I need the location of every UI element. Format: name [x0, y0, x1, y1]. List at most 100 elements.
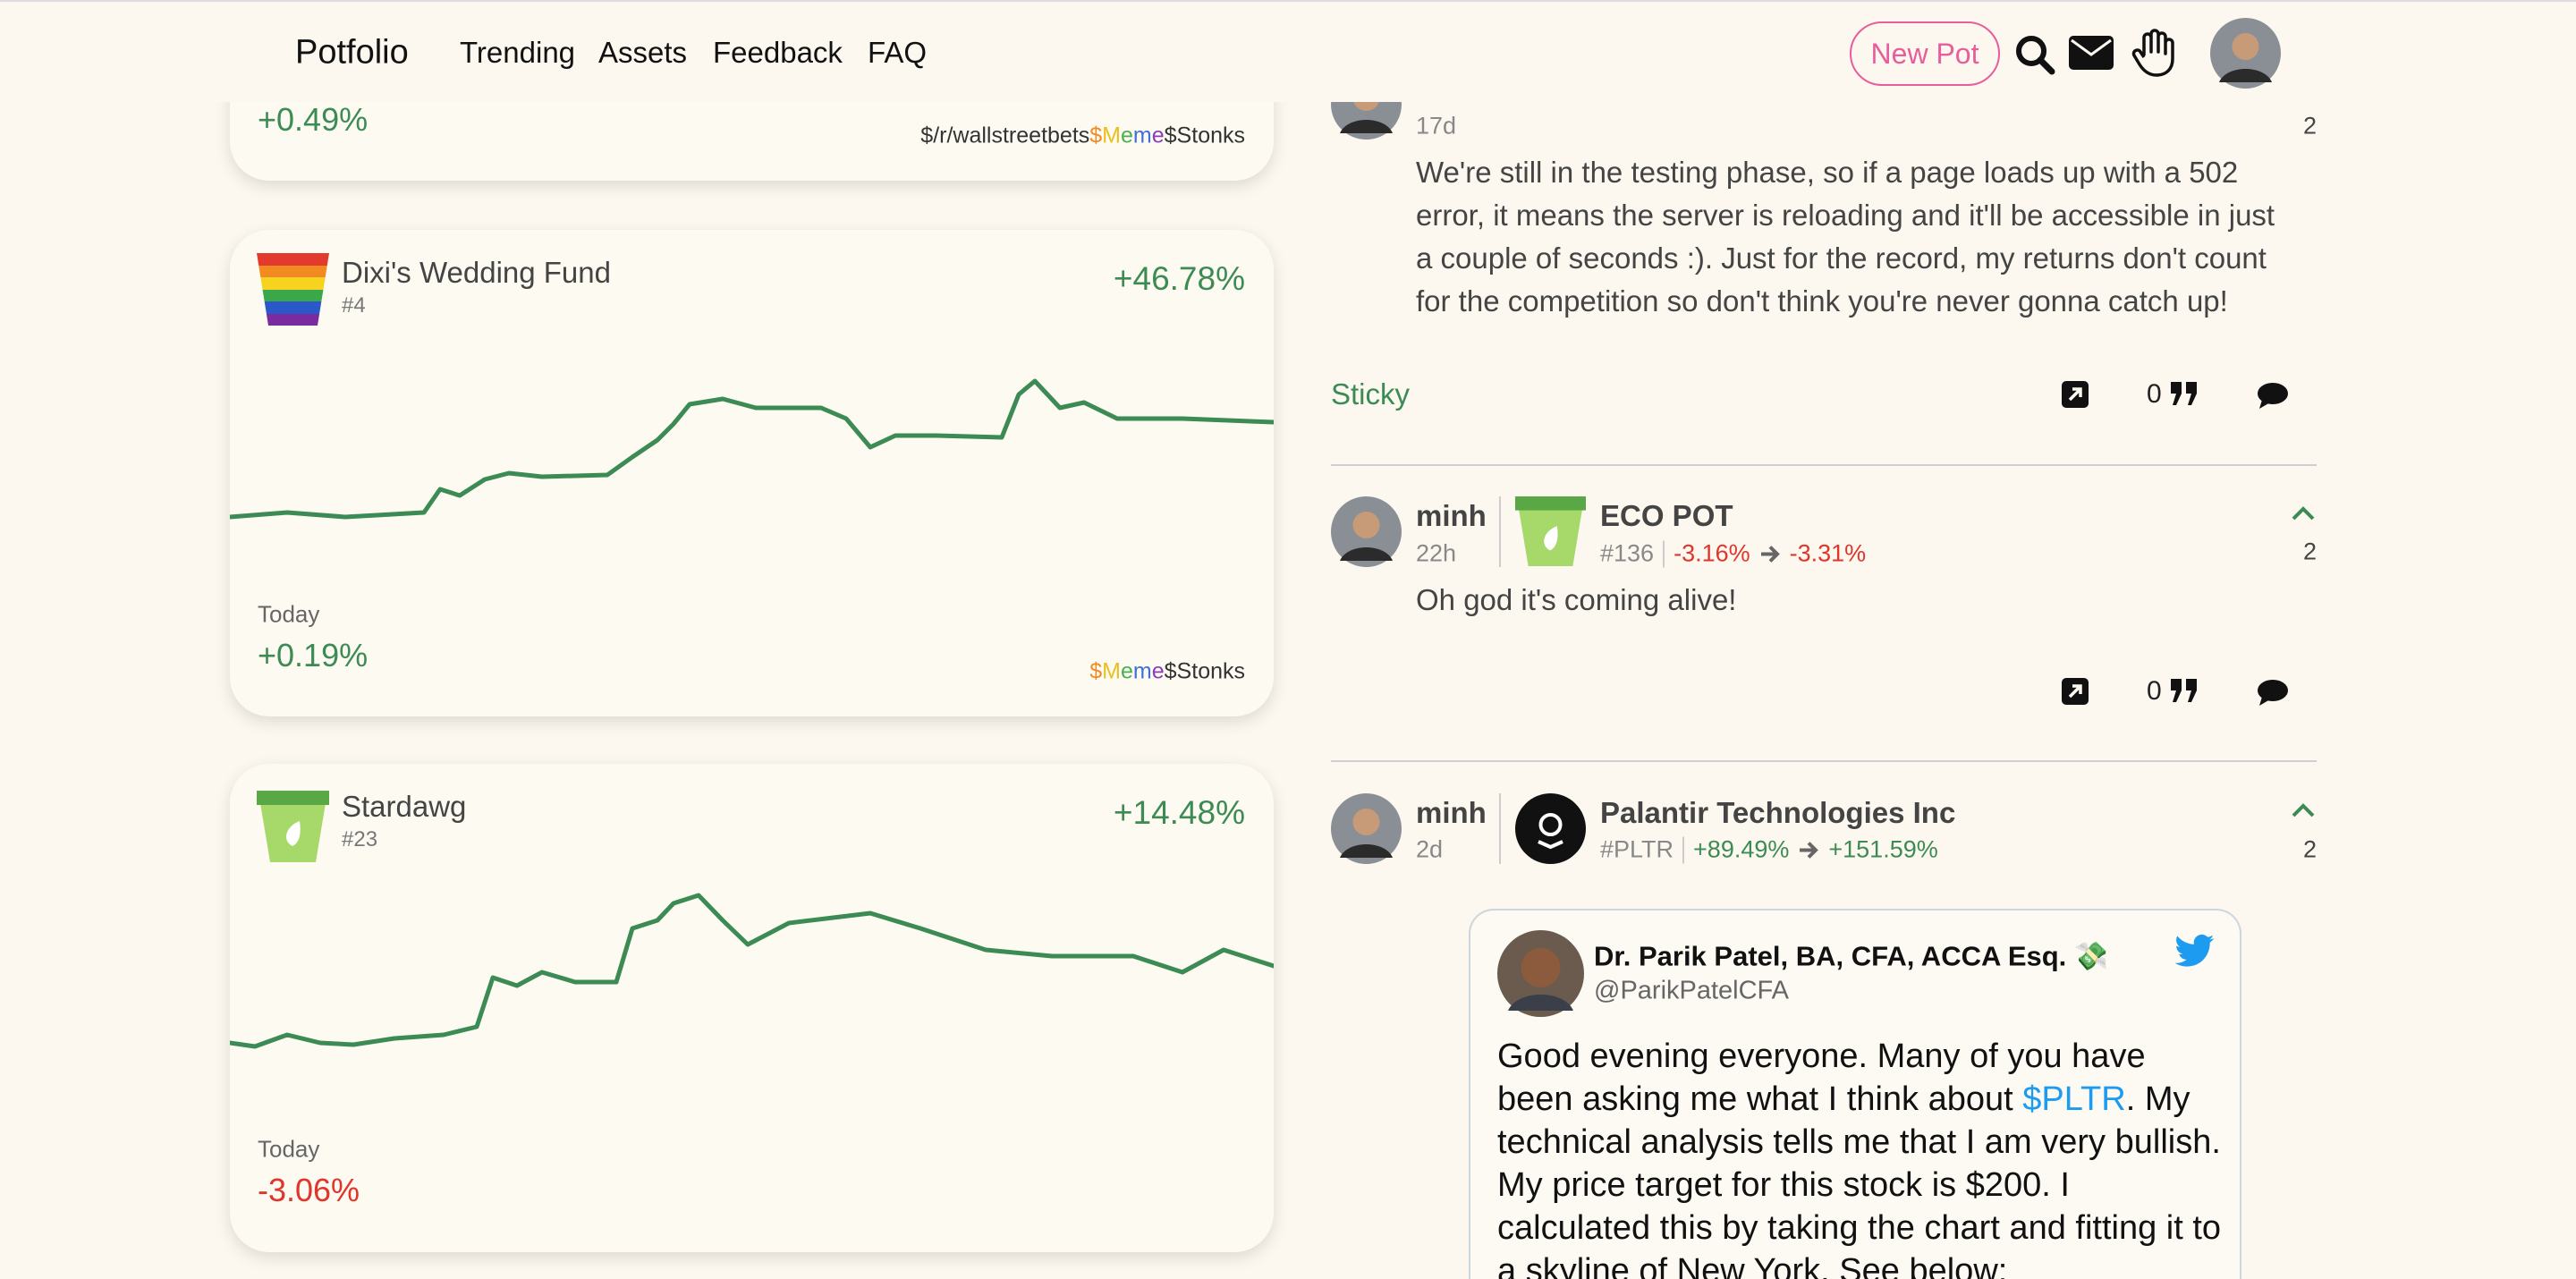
mail-icon[interactable] [2069, 36, 2114, 70]
tweet-text-part: Good evening everyone. Many of you have … [1497, 1038, 2146, 1118]
username[interactable]: minh [1416, 796, 1487, 829]
tag: $Meme$Stonks [1089, 659, 1245, 684]
tag-letter: n [1210, 658, 1223, 684]
tag-letter: k [1223, 123, 1234, 148]
sparkline [230, 378, 1274, 520]
separator [1499, 793, 1501, 864]
upvote-icon[interactable] [2291, 505, 2316, 521]
tag-letter: o [1198, 658, 1211, 684]
arrow-icon [1800, 841, 1819, 859]
tweet-author: Dr. Parik Patel, BA, CFA, ACCA Esq. 💸 [1594, 940, 2109, 972]
post-text: Oh god it's coming alive! [1416, 583, 1737, 616]
avatar[interactable] [1331, 793, 1402, 864]
tag-letter: e [1121, 123, 1133, 148]
change-from: -3.16% [1674, 539, 1750, 567]
tag-letter: s [1233, 658, 1246, 684]
tag-letter: S [1176, 658, 1192, 684]
profile-avatar[interactable] [2210, 18, 2281, 89]
share-icon[interactable] [2062, 678, 2089, 705]
ticker-link[interactable]: $PLTR [2022, 1080, 2126, 1118]
arrow-icon [1760, 545, 1780, 563]
upvote-icon[interactable] [2291, 802, 2316, 818]
asset-ticker: #PLTR [1600, 835, 1674, 863]
nav-link[interactable]: Assets [598, 36, 688, 69]
tag-letter: t [1191, 123, 1199, 148]
tag-letter: e [1121, 658, 1133, 684]
tag-letter: $ [1089, 658, 1103, 684]
tags: $/r/wallstreetbets$Meme$Stonks [920, 123, 1245, 149]
pot-ref-row: #136 -3.16% -3.31% [1600, 540, 1866, 568]
brand[interactable]: Potfolio [295, 33, 409, 72]
pot-icon[interactable] [1515, 496, 1586, 567]
tweet-text-part: . My technical analysis tells me that I … [1497, 1080, 2222, 1279]
pot-icon [257, 791, 329, 862]
pot-rank: #23 [342, 827, 378, 851]
change-to: -3.31% [1789, 539, 1867, 567]
tag-letter: $ [1164, 123, 1177, 148]
vote-count: 2 [2302, 835, 2317, 863]
today-change: -3.06% [258, 1172, 360, 1208]
today-change: +0.19% [258, 637, 369, 673]
tweet-text: Good evening everyone. Many of you have … [1497, 1035, 2222, 1279]
pot-ref: #136 [1600, 539, 1655, 567]
tag-letter: n [1210, 123, 1223, 148]
separator [1682, 836, 1685, 863]
pot-icon [257, 253, 329, 326]
quote-icon[interactable] [2171, 382, 2198, 405]
tag-letter: t [1191, 658, 1199, 684]
avatar[interactable] [1331, 496, 1402, 567]
pot-name: Dixi's Wedding Fund [342, 256, 611, 289]
tag-letter: k [1223, 658, 1234, 684]
pot-name[interactable]: ECO POT [1600, 499, 1733, 532]
total-change: +14.48% [1113, 794, 1245, 831]
sticky-label: Sticky [1331, 377, 1411, 411]
sparkline [230, 893, 1274, 1049]
username[interactable]: minh [1416, 499, 1487, 532]
hand-icon[interactable] [2131, 29, 2174, 77]
total-change: +46.78% [1113, 260, 1245, 297]
asset-ref-row: #PLTR +89.49% +151.59% [1600, 836, 1938, 864]
today-change: +0.49% [258, 101, 369, 138]
post-time: 22h [1416, 539, 1457, 567]
embedded-tweet[interactable]: Dr. Parik Patel, BA, CFA, ACCA Esq. 💸 @P… [1469, 909, 2241, 1279]
tag-letter: m [1132, 123, 1152, 148]
share-icon[interactable] [2062, 381, 2089, 408]
tag-letter: e [1151, 658, 1165, 684]
tag-letter: s [1233, 123, 1246, 148]
tags: $Meme$Stonks [1089, 659, 1245, 685]
tag-letter: o [1198, 123, 1211, 148]
post-time: 2d [1416, 835, 1444, 863]
quote-count: 0 [2147, 379, 2162, 409]
pot-card[interactable]: Stardawg #23 +14.48% Today -3.06% [230, 764, 1274, 1252]
tweet-handle: @ParikPatelCFA [1594, 976, 1790, 1005]
tag: $Meme$Stonks [1089, 123, 1245, 148]
pot-rank: #4 [342, 293, 366, 318]
tag-letter: S [1176, 123, 1192, 148]
change-to: +151.59% [1828, 835, 1938, 863]
nav-link[interactable]: FAQ [868, 36, 928, 69]
tag-letter: e [1151, 123, 1165, 148]
asset-name[interactable]: Palantir Technologies Inc [1600, 796, 1956, 829]
period: Today [258, 1135, 320, 1163]
pot-card[interactable]: Dixi's Wedding Fund #4 +46.78% Today +0.… [230, 230, 1274, 716]
pot-name: Stardawg [342, 790, 467, 823]
nav-link[interactable]: Trending [460, 36, 576, 69]
search-icon[interactable] [2014, 34, 2055, 75]
quote-icon[interactable] [2171, 679, 2198, 702]
tag-letter: M [1102, 123, 1121, 148]
divider [1331, 464, 2317, 466]
new-pot-button[interactable]: New Pot [1850, 21, 2000, 86]
change-from: +89.49% [1693, 835, 1790, 863]
nav-link[interactable]: Feedback [713, 36, 843, 69]
post-text: We're still in the testing phase, so if … [1416, 156, 2275, 318]
tag-letter: m [1132, 658, 1152, 684]
vote-count: 2 [2302, 538, 2317, 565]
asset-logo[interactable] [1515, 793, 1586, 864]
separator [1663, 540, 1665, 567]
comment-icon[interactable] [2258, 382, 2288, 409]
tweet-avatar [1497, 930, 1584, 1017]
navbar: Potfolio Trending Assets Feedback FAQ Ne… [0, 0, 2576, 102]
vote-count: 2 [2302, 112, 2317, 140]
comment-icon[interactable] [2258, 679, 2288, 706]
